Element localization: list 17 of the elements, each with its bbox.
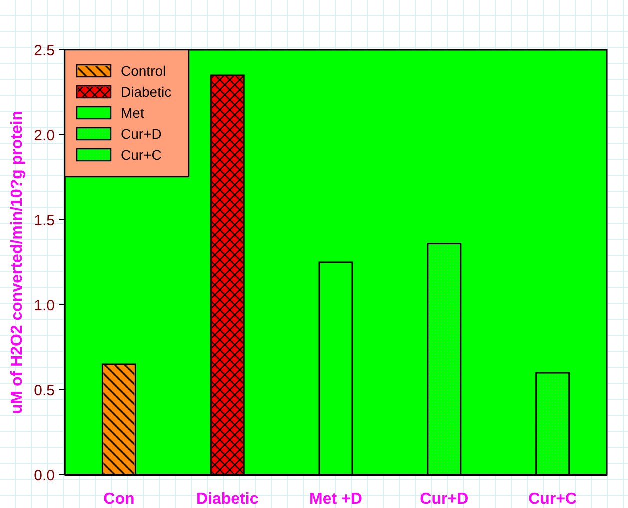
x-tick-label: Cur+D: [420, 491, 469, 508]
y-tick-label: 2.5: [34, 42, 55, 60]
legend-label: Met: [121, 104, 144, 121]
x-tick-label: Cur+C: [528, 491, 578, 508]
legend-label: Diabetic: [121, 84, 172, 100]
legend-label: Cur+C: [121, 146, 162, 163]
x-tick-label: Met +D: [310, 491, 362, 508]
y-axis-title: uM of H2O2 converted/min/10?g protein: [9, 110, 26, 414]
legend-label: Control: [121, 62, 166, 79]
legend-label: Cur+D: [121, 126, 162, 142]
x-tick-label: Con: [104, 491, 135, 508]
y-tick-label: 1.5: [34, 212, 55, 230]
y-tick-label: 2.0: [34, 127, 55, 144]
y-tick-label: 1.0: [34, 297, 55, 314]
y-tick-label: 0.5: [34, 382, 55, 400]
x-tick-label: Diabetic: [196, 491, 259, 508]
y-tick-label: 0.0: [34, 467, 55, 484]
